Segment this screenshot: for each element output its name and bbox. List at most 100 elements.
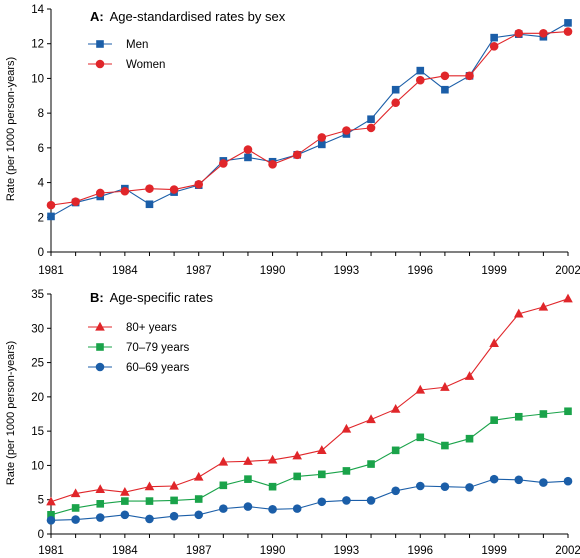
panel-a-series-men-point: [441, 85, 449, 94]
panel-b-series-80-years-point: [193, 471, 204, 481]
panel-b-series-60-69-years-point: [268, 505, 277, 514]
panel-b-y-tick-label: 20: [31, 392, 44, 404]
panel-a-series-women-line: [50, 31, 569, 206]
panel-b-x-tick-label: 1996: [407, 545, 433, 557]
panel-b-series-80-years-point: [267, 454, 278, 464]
panel-b-series-70-79-years-point: [367, 460, 375, 468]
panel-b-x-tick-label: 1987: [186, 545, 212, 557]
panel-a-legend-label-men: Men: [126, 39, 148, 51]
panel-a-y-tick-label: 0: [38, 247, 44, 259]
panel-b-series-70-79-years-point: [145, 497, 154, 505]
panel-a-x-tick-label: 1984: [112, 265, 138, 277]
panel-b-series-70-79-years-point: [564, 407, 572, 416]
panel-b-series-70-79-years-line: [50, 410, 569, 516]
panel-a-series-women-point: [563, 27, 573, 36]
panel-a-series-women-point: [489, 42, 499, 51]
panel-a-series-women-point: [539, 29, 548, 38]
panel-b-series-60-69-years-point: [145, 514, 154, 524]
panel-a-series-women-point: [71, 197, 80, 206]
panel-b-series-60-69-years-point: [489, 474, 499, 484]
panel-b-series-70-79-years-point: [268, 482, 277, 491]
panel-b-letter: B:: [90, 290, 104, 305]
panel-a-series-men-point: [47, 212, 55, 221]
panel-b-series-70-79-years-point: [47, 511, 55, 519]
panel-b-series-80-years-point: [464, 371, 475, 380]
panel-a-series-men-point: [564, 19, 572, 27]
panel-a-series-men-line: [50, 22, 569, 217]
panel-a-y-tick-label: 2: [38, 212, 44, 224]
panel-b-x-tick-label: 2002: [555, 545, 580, 557]
panel-a-series-men-point: [490, 33, 498, 42]
panel-a-series-women-point: [440, 71, 450, 81]
panel-a-legend-marker-men: [96, 40, 104, 48]
panel-b-series-80-years-point: [317, 445, 327, 454]
panel-a-series-women-point: [145, 184, 154, 193]
panel-b-series-70-79-years-point: [170, 496, 178, 505]
panel-b-series-60-69-years-point: [71, 515, 80, 524]
panel-a-series-women-point: [120, 186, 130, 196]
panel-a-x-tick-label: 1993: [334, 265, 360, 277]
panel-a-series-women-point: [292, 150, 302, 160]
panel-a-series-women-point: [391, 98, 400, 108]
panel-b-series-60-69-years-line: [50, 478, 569, 521]
panel-a-y-tick-label: 10: [31, 73, 44, 85]
panel-b-series-80-years-point: [218, 456, 229, 466]
panel-b-series-60-69-years-point: [342, 496, 351, 505]
panel-b-series-80-years-point: [415, 384, 426, 394]
panel-a-series-men-point: [367, 115, 375, 124]
panel-b-x-tick-label: 1999: [481, 545, 507, 557]
panel-a-series-women-point: [514, 29, 524, 38]
panel-b-series-80-years-point: [292, 450, 302, 460]
panel-b-series-80-years-point: [144, 481, 155, 491]
panel-a-x-tick-label: 1996: [407, 265, 433, 277]
panel-b-series-80-years-point: [341, 423, 352, 433]
panel-b-series-60-69-years-point: [219, 504, 228, 513]
panel-b-series-70-79-years-point: [539, 410, 548, 418]
panel-b-series-80-years-line: [50, 298, 569, 503]
panel-b-legend-label-80-years: 80+ years: [126, 322, 177, 334]
panel-b-series-70-79-years-point: [194, 495, 203, 503]
panel-a-series-men-point: [391, 85, 400, 94]
panel-b-series-60-69-years-point: [539, 478, 548, 487]
panel-a-series-women-point: [243, 145, 253, 154]
panel-b-series-70-79-years-point: [416, 433, 425, 442]
panel-b-series-80-years-point: [513, 308, 524, 318]
panel-b-series-80-years-point: [95, 484, 106, 494]
panel-a-series-women-point: [317, 133, 327, 142]
panel-b-series-60-69-years-point: [366, 496, 376, 505]
panel-b-y-axis-label: Rate (per 1000 person-years): [5, 341, 17, 485]
panel-b-series-80-years-point: [243, 456, 253, 465]
panel-b-series-60-69-years-point: [194, 510, 204, 520]
panel-b-y-tick-label: 5: [38, 495, 44, 507]
panel-b-series-80-years-point: [169, 480, 179, 490]
panel-b-series-80-years-point: [538, 301, 549, 311]
panel-b-series-70-79-years-point: [490, 416, 498, 424]
panel-b-y-tick-label: 10: [31, 460, 44, 472]
panel-a-x-tick-label: 1987: [186, 265, 212, 277]
panel-b-series-70-79-years-point: [121, 497, 129, 505]
panel-b-series-80-years-point: [366, 414, 376, 424]
panel-b-title: B: Age-specific rates: [90, 290, 213, 305]
panel-a-series-women-point: [194, 180, 204, 189]
panel-a-series-women-point: [465, 71, 474, 81]
panel-b-series-80-years-point: [440, 382, 450, 391]
panel-b-y-tick-label: 15: [31, 426, 44, 438]
panel-a-series-women-point: [95, 188, 105, 198]
panel-b-y-tick-label: 25: [31, 358, 44, 370]
panel-a-legend-label-women: Women: [126, 59, 165, 71]
panel-b-y-tick-label: 30: [31, 323, 44, 335]
panel-a-y-tick-label: 12: [31, 39, 44, 51]
panel-b-y-tick-label: 35: [31, 289, 44, 301]
panel-b-x-tick-label: 1993: [334, 545, 360, 557]
panel-a-series-women-point: [219, 159, 228, 168]
panel-b-series-60-69-years-point: [120, 510, 130, 520]
panel-b-series-80-years-point: [120, 486, 130, 496]
panel-b-series-60-69-years-point: [317, 497, 327, 507]
panel-b-series-70-79-years-point: [342, 467, 351, 475]
panel-b-x-tick-label: 1981: [38, 545, 64, 557]
panel-b-series-60-69-years-point: [391, 486, 400, 496]
panel-a-y-tick-label: 6: [38, 143, 44, 155]
panel-b-series-80-years-point: [489, 338, 499, 347]
panel-a-series-women-point: [342, 126, 351, 135]
panel-b-series-60-69-years-point: [514, 475, 524, 485]
